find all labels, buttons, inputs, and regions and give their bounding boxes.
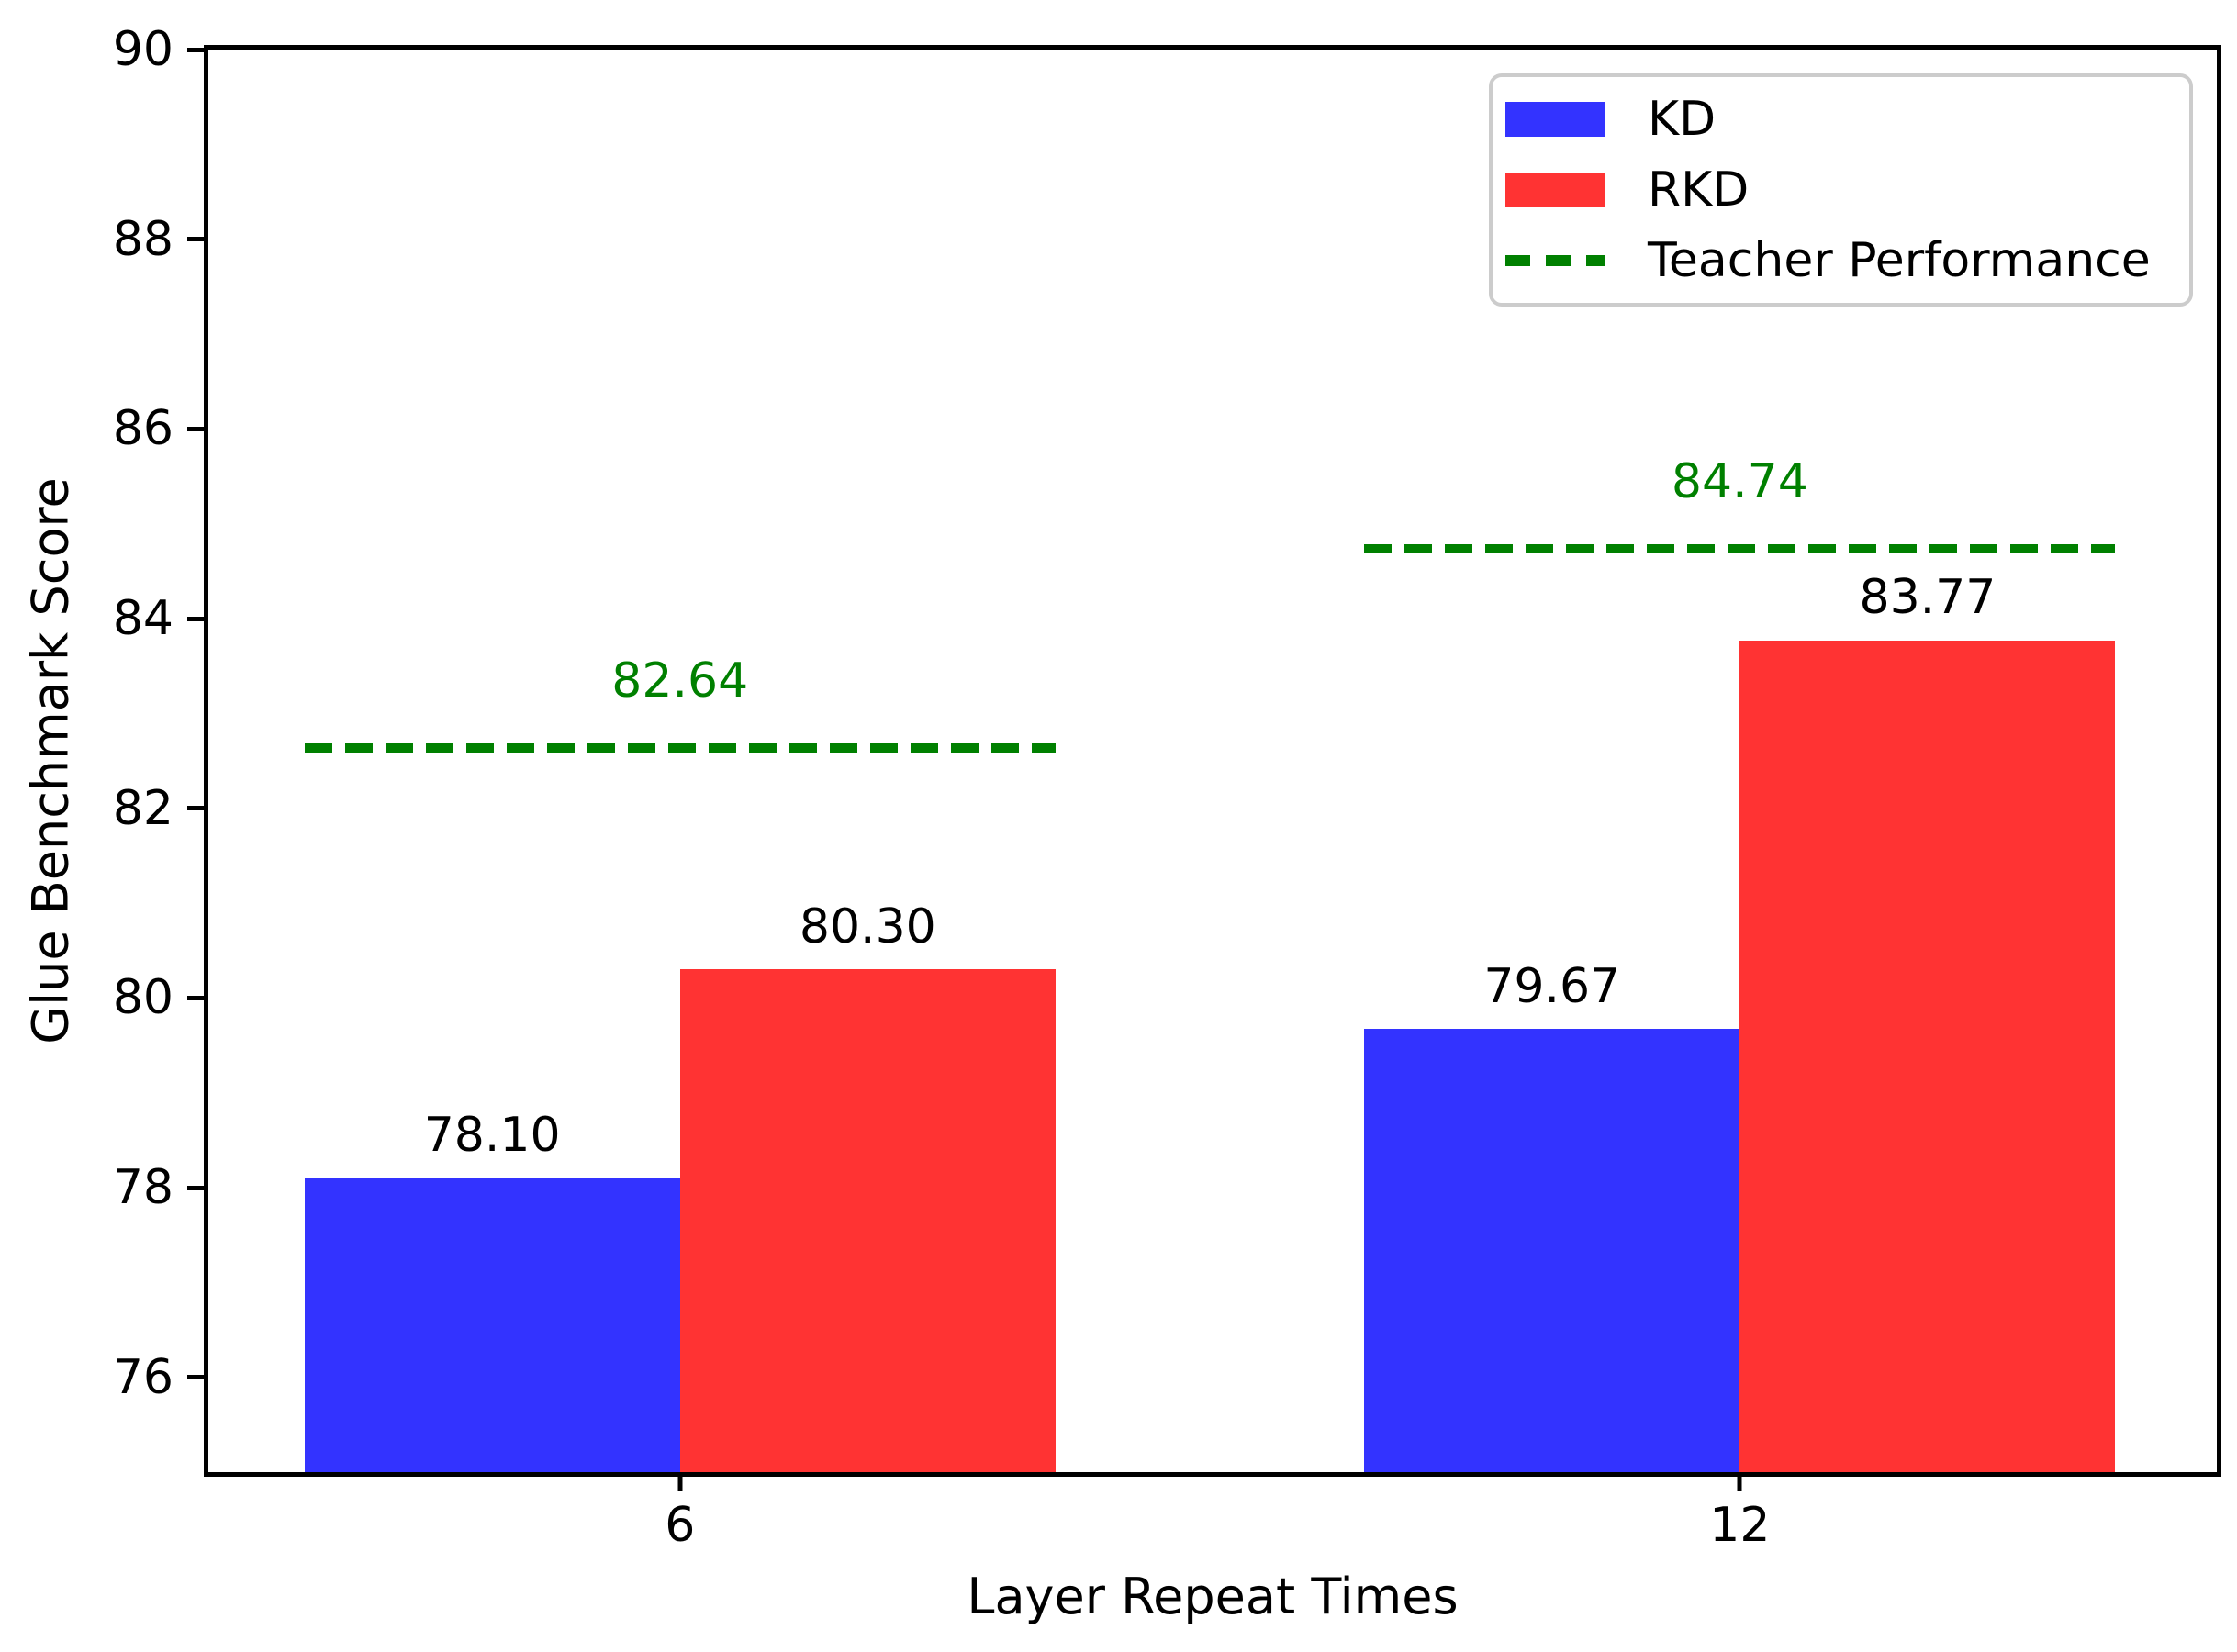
y-tick-90 [187, 47, 207, 52]
y-tick-76 [187, 1375, 207, 1380]
legend-item-teacher: Teacher Performance [1505, 232, 2189, 289]
bar-rkd-12 [1739, 640, 2116, 1472]
y-tick-80 [187, 995, 207, 1000]
bar-value-label-kd-6: 78.10 [423, 1107, 561, 1163]
bar-rkd-6 [679, 969, 1056, 1472]
teacher-performance-value-6: 82.64 [611, 653, 749, 709]
x-tick-6 [677, 1473, 683, 1491]
y-tick-78 [187, 1185, 207, 1190]
x-tick-label-12: 12 [1709, 1498, 1771, 1553]
legend-label-rkd: RKD [1648, 162, 1750, 218]
y-tick-label-76: 76 [112, 1349, 173, 1405]
y-tick-label-80: 80 [112, 970, 173, 1026]
rkd-swatch-icon [1505, 172, 1605, 207]
y-tick-label-82: 82 [112, 780, 173, 836]
teacher-performance-line-6 [304, 742, 1056, 753]
bar-value-label-rkd-12: 83.77 [1859, 569, 1997, 625]
legend-label-teacher: Teacher Performance [1648, 232, 2151, 288]
legend-item-rkd: RKD [1505, 162, 2189, 218]
bar-kd-12 [1364, 1029, 1740, 1472]
dashed-line-icon [1505, 255, 1605, 267]
y-tick-label-78: 78 [112, 1160, 173, 1215]
bar-value-label-rkd-6: 80.30 [799, 899, 936, 954]
y-tick-86 [187, 426, 207, 431]
y-axis-label: Glue Benchmark Score [21, 477, 80, 1044]
legend-label-kd: KD [1648, 91, 1717, 147]
y-tick-label-86: 86 [112, 401, 173, 457]
kd-swatch-icon [1505, 101, 1605, 137]
y-tick-88 [187, 237, 207, 242]
x-axis-label: Layer Repeat Times [967, 1568, 1459, 1625]
legend: KD RKD Teacher Performance [1489, 73, 2193, 307]
bar-kd-6 [304, 1178, 680, 1472]
y-tick-82 [187, 806, 207, 811]
legend-item-kd: KD [1505, 91, 2189, 148]
teacher-performance-line-12 [1364, 543, 2116, 553]
x-tick-12 [1737, 1473, 1742, 1491]
bar-value-label-kd-12: 79.67 [1483, 958, 1621, 1014]
y-tick-84 [187, 616, 207, 621]
x-tick-label-6: 6 [665, 1498, 696, 1553]
y-tick-label-84: 84 [112, 591, 173, 646]
y-tick-label-90: 90 [112, 22, 173, 77]
teacher-performance-value-12: 84.74 [1671, 453, 1808, 509]
y-tick-label-88: 88 [112, 211, 173, 267]
